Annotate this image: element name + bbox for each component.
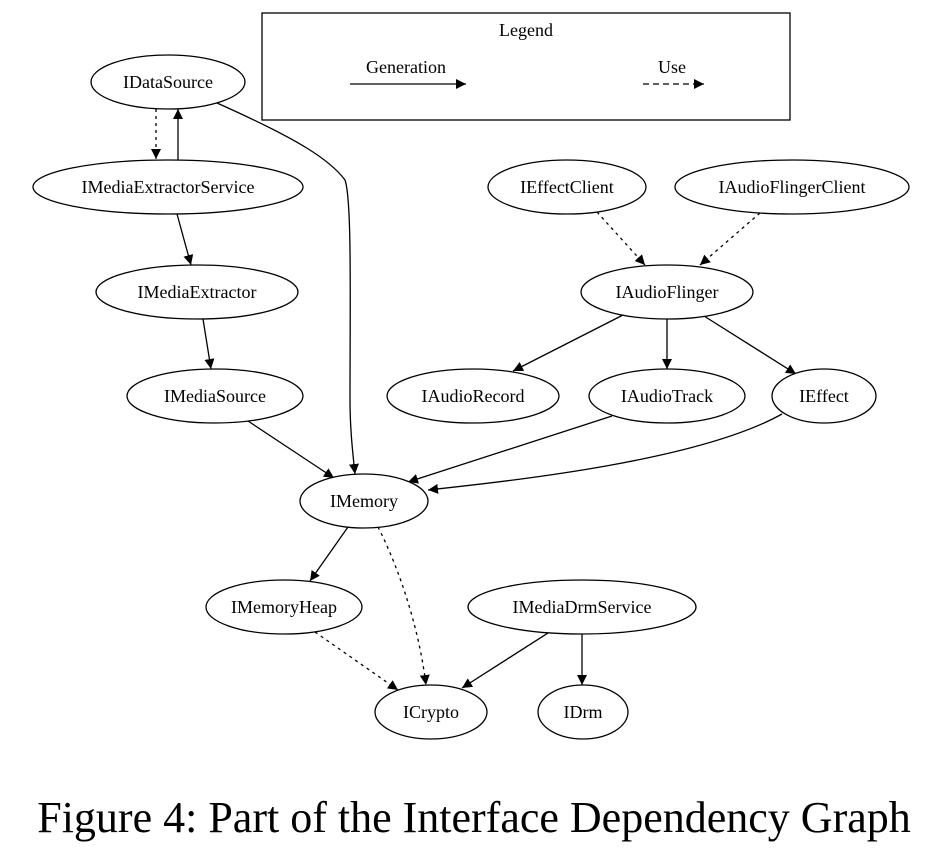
node-label: IMediaSource: [164, 386, 266, 406]
node-label: IMediaExtractor: [138, 282, 257, 302]
node-iaudiotrack: IAudioTrack: [588, 368, 746, 424]
edge-imediasource-to-imemory: [247, 420, 335, 479]
node-shape: [588, 368, 746, 424]
node-label: IDrm: [564, 702, 603, 722]
edge-ieffectclient-to-iaudioflinger: [596, 211, 646, 266]
edge-imemory-to-imemoryheap: [309, 526, 349, 582]
node-icrypto: ICrypto: [374, 684, 488, 740]
edge-iaudioflinger-to-ieffect: [703, 315, 797, 375]
node-imediadrmservice: IMediaDrmService: [467, 579, 697, 635]
node-ieffectclient: IEffectClient: [487, 159, 647, 215]
edge-iaudioflingerclient-to-iaudioflinger: [699, 212, 761, 266]
node-shape: [95, 264, 299, 320]
node-imediasource: IMediaSource: [126, 368, 304, 424]
node-shape: [580, 264, 754, 320]
legend-title: Legend: [499, 20, 553, 40]
edge-ieffect-to-imemory: [427, 413, 783, 494]
node-idatasource: IDataSource: [90, 54, 246, 110]
node-label: IAudioRecord: [422, 386, 525, 406]
node-shape: [32, 159, 304, 215]
edge-imediaextractorservice-to-imediaextractor: [176, 213, 194, 266]
node-label: IAudioFlingerClient: [719, 177, 866, 197]
node-shape: [537, 684, 629, 740]
node-imemory: IMemory: [299, 473, 429, 529]
node-iaudioflingerclient: IAudioFlingerClient: [674, 159, 910, 215]
node-imediaextractorservice: IMediaExtractorService: [32, 159, 304, 215]
node-label: IAudioFlinger: [616, 282, 719, 302]
node-shape: [299, 473, 429, 529]
node-shape: [487, 159, 647, 215]
node-label: IMediaExtractorService: [82, 177, 255, 197]
figure-caption: Figure 4: Part of the Interface Dependen…: [37, 793, 911, 842]
node-iaudioflinger: IAudioFlinger: [580, 264, 754, 320]
legend-generation-label: Generation: [366, 57, 446, 77]
node-iaudiorecord: IAudioRecord: [386, 368, 560, 424]
node-shape: [205, 579, 363, 635]
node-shape: [386, 368, 560, 424]
node-label: ICrypto: [403, 702, 459, 722]
edges-layer: [151, 102, 797, 691]
node-ieffect: IEffect: [771, 368, 877, 424]
node-shape: [467, 579, 697, 635]
node-shape: [771, 368, 877, 424]
node-label: IEffect: [799, 386, 849, 406]
edge-imemory-to-icrypto: [377, 526, 430, 686]
edge-imediadrmservice-to-icrypto: [461, 632, 549, 689]
legend-use-label: Use: [658, 57, 686, 77]
node-imediaextractor: IMediaExtractor: [95, 264, 299, 320]
node-label: IEffectClient: [520, 177, 614, 197]
edge-imediaextractor-to-imediasource: [202, 318, 215, 370]
legend-frame: [261, 12, 791, 121]
edge-imemoryheap-to-icrypto: [314, 631, 399, 691]
node-shape: [374, 684, 488, 740]
dependency-graph: Legend Generation Use IDataSource IMediaE…: [32, 12, 910, 740]
node-label: IDataSource: [123, 72, 213, 92]
edge-idatasource-to-imemory: [216, 102, 359, 475]
node-idrm: IDrm: [537, 684, 629, 740]
node-imemoryheap: IMemoryHeap: [205, 579, 363, 635]
node-shape: [90, 54, 246, 110]
node-label: IMemory: [330, 491, 398, 511]
node-label: IAudioTrack: [621, 386, 713, 406]
node-shape: [126, 368, 304, 424]
node-label: IMemoryHeap: [231, 597, 337, 617]
edge-iaudioflinger-to-iaudiorecord: [512, 314, 624, 372]
legend-box: Legend Generation Use: [261, 12, 791, 121]
node-label: IMediaDrmService: [513, 597, 652, 617]
edge-iaudiotrack-to-imemory: [407, 415, 613, 484]
nodes-layer: IDataSource IMediaExtractorService IMediaE…: [32, 54, 910, 740]
node-shape: [674, 159, 910, 215]
